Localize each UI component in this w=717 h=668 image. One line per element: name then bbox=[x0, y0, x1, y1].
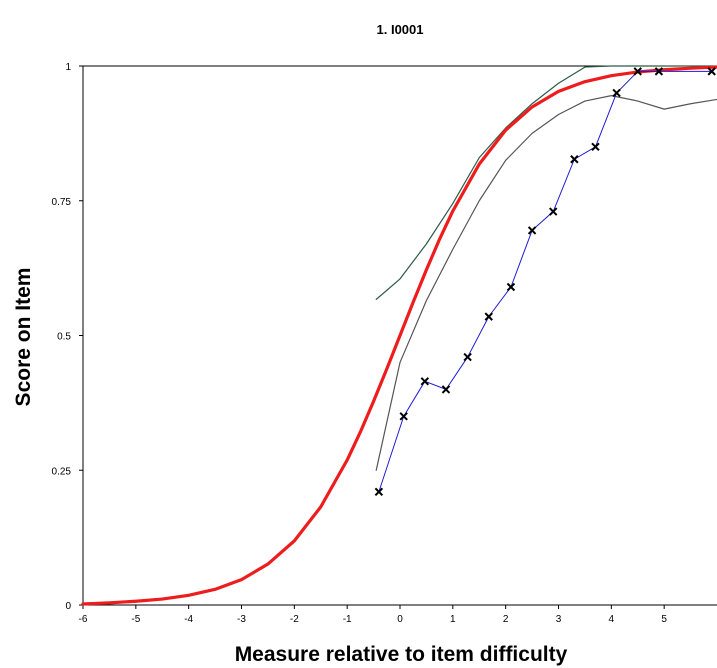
x-tick-label: -4 bbox=[184, 614, 193, 625]
upper-confidence-band-line bbox=[375, 65, 717, 300]
observed-point-marker bbox=[506, 282, 516, 292]
x-tick-label: -5 bbox=[131, 614, 140, 625]
observed-point-marker bbox=[441, 385, 451, 394]
observed-point-marker bbox=[527, 226, 537, 235]
observed-point-marker bbox=[633, 67, 642, 76]
observed-point-marker bbox=[612, 88, 621, 98]
x-tick-label: 4 bbox=[609, 614, 615, 625]
x-tick-label: 2 bbox=[503, 614, 509, 625]
observed-point-marker bbox=[399, 412, 408, 421]
empirical-observed-line bbox=[378, 70, 713, 493]
observed-point-marker bbox=[484, 312, 493, 321]
x-tick-label: -2 bbox=[290, 614, 299, 625]
y-axis-ticks: 0 0.25 0.5 0.75 1 bbox=[52, 62, 83, 612]
x-axis-title: Measure relative to item difficulty bbox=[235, 643, 568, 666]
lower-confidence-band-line bbox=[375, 95, 717, 471]
x-axis-ticks: -6 -5 -4 -3 -2 -1 0 1 2 3 4 5 bbox=[79, 605, 667, 625]
x-tick-label: -6 bbox=[79, 614, 88, 625]
observed-point-marker bbox=[420, 377, 430, 386]
x-tick-label: 3 bbox=[556, 614, 562, 625]
x-tick-label: 1 bbox=[450, 614, 456, 625]
y-tick-label: 0.5 bbox=[57, 332, 71, 343]
chart-title: 1. I0001 bbox=[377, 22, 424, 37]
x-tick-label: 5 bbox=[661, 614, 667, 625]
x-tick-label: -3 bbox=[237, 614, 246, 625]
y-tick-label: 0 bbox=[65, 601, 71, 612]
x-tick-label: -1 bbox=[343, 614, 352, 625]
observed-point-marker bbox=[654, 67, 664, 76]
y-tick-label: 0.25 bbox=[52, 466, 72, 477]
observed-point-marker bbox=[707, 67, 716, 76]
x-tick-label: 0 bbox=[397, 614, 403, 625]
y-axis-title: Score on Item bbox=[12, 268, 35, 407]
y-tick-label: 1 bbox=[65, 62, 71, 73]
observed-point-marker bbox=[549, 207, 558, 216]
series-layer bbox=[81, 65, 717, 606]
observed-point-marker bbox=[374, 487, 384, 497]
observed-point-marker bbox=[463, 352, 472, 362]
observed-point-marker bbox=[591, 142, 600, 152]
model-expected-curve-line bbox=[81, 65, 717, 606]
observed-point-marker bbox=[570, 155, 579, 164]
y-tick-label: 0.75 bbox=[52, 197, 72, 208]
